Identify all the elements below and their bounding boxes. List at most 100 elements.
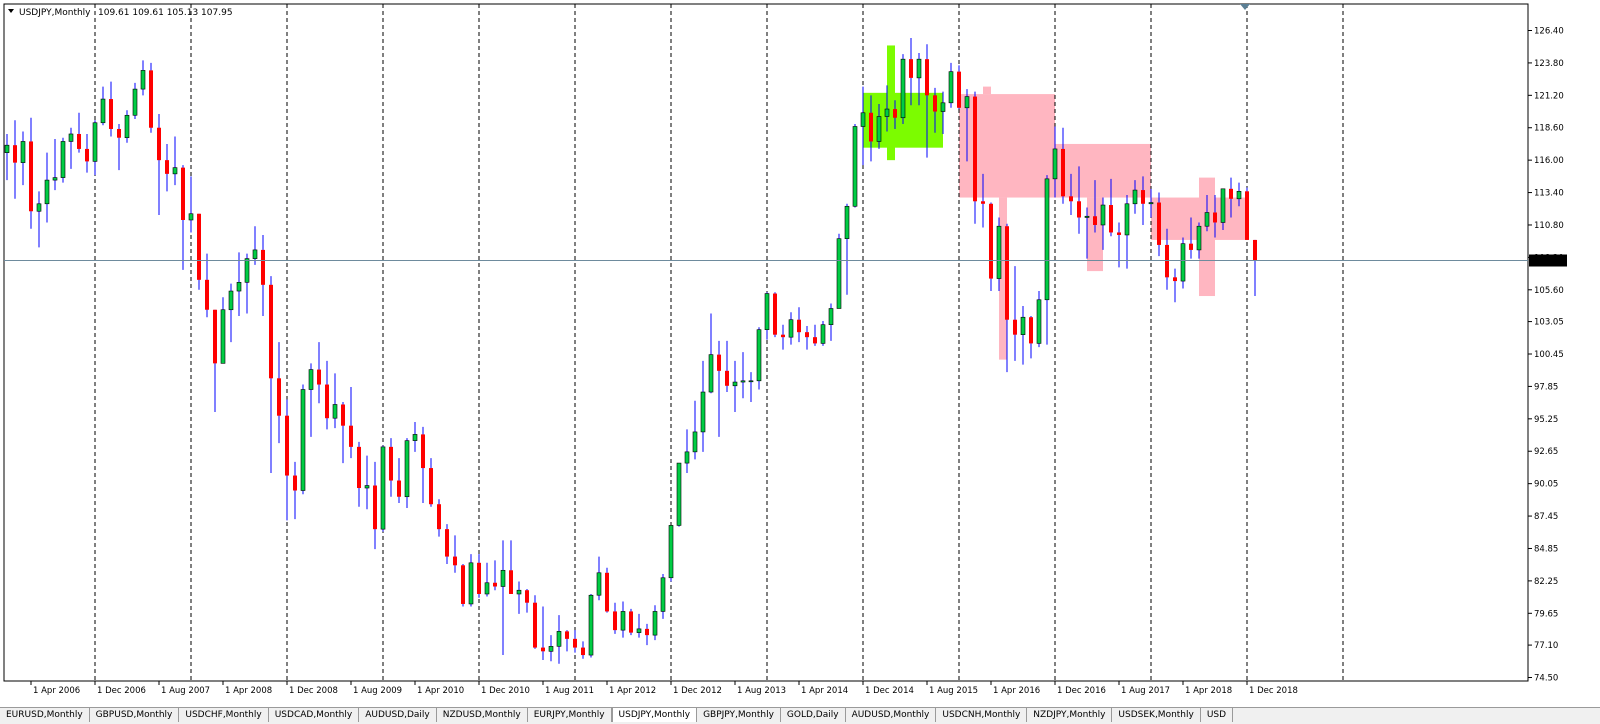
bear-zone bbox=[1087, 197, 1103, 272]
tab-usdchf-monthly[interactable]: USDCHF,Monthly bbox=[179, 708, 269, 722]
bull-candle bbox=[884, 108, 890, 117]
bull-candle bbox=[68, 133, 74, 142]
bull-candle bbox=[548, 646, 554, 652]
bear-candle bbox=[77, 133, 81, 149]
y-tick-label: 110.80 bbox=[1534, 221, 1564, 231]
bear-candle bbox=[605, 572, 609, 612]
bear-candle bbox=[933, 95, 937, 112]
tab-nzdjpy-monthly[interactable]: NZDJPY,Monthly bbox=[1027, 708, 1113, 722]
bull-candle bbox=[1036, 299, 1042, 344]
symbol-label: USDJPY,Monthly bbox=[19, 8, 91, 18]
bear-candle bbox=[165, 160, 169, 174]
bull-candle bbox=[948, 71, 954, 104]
bull-candle bbox=[1236, 191, 1242, 200]
bear-candle bbox=[429, 468, 433, 505]
x-tick-label: 1 Apr 2014 bbox=[801, 686, 848, 696]
bull-candle bbox=[652, 611, 658, 636]
candlestick-chart[interactable]: 107.95 126.40 123.80 121.20 118.60 116.00 113.… bbox=[0, 0, 1600, 707]
tab-gold-daily[interactable]: GOLD,Daily bbox=[780, 708, 846, 722]
bear-candle bbox=[725, 370, 729, 386]
y-tick-label: 118.60 bbox=[1534, 124, 1564, 134]
bear-candle bbox=[1173, 277, 1177, 282]
tab-usd[interactable]: USD bbox=[1200, 708, 1234, 722]
bull-candle bbox=[1044, 178, 1050, 301]
bull-candle bbox=[588, 594, 594, 656]
x-tick-label: 1 Aug 2015 bbox=[929, 686, 978, 696]
tab-gbpusd-monthly[interactable]: GBPUSD,Monthly bbox=[89, 708, 180, 722]
bull-candle bbox=[500, 569, 506, 587]
bear-candle bbox=[109, 99, 113, 129]
bull-candle bbox=[852, 126, 858, 207]
y-tick-label: 95.25 bbox=[1534, 415, 1558, 425]
bear-candle bbox=[1165, 244, 1169, 278]
x-tick-label: 1 Aug 2013 bbox=[737, 686, 786, 696]
bear-candle bbox=[1253, 239, 1257, 261]
x-tick-label: 1 Aug 2009 bbox=[353, 686, 402, 696]
bull-candle bbox=[1204, 212, 1210, 227]
y-tick-label: 105.60 bbox=[1534, 286, 1564, 296]
bull-candle bbox=[44, 179, 50, 205]
tab-audusd-monthly[interactable]: AUDUSD,Monthly bbox=[845, 708, 937, 722]
bear-candle bbox=[869, 112, 873, 142]
bear-candle bbox=[1117, 232, 1121, 235]
bull-candle bbox=[596, 572, 602, 596]
bear-zone bbox=[999, 197, 1007, 360]
bull-candle bbox=[684, 451, 690, 464]
bear-candle bbox=[925, 59, 929, 96]
y-tick-label: 90.05 bbox=[1534, 480, 1558, 490]
chart-info: USDJPY,Monthly 109.61 109.61 105.13 107.… bbox=[8, 8, 233, 18]
y-tick-label: 84.85 bbox=[1534, 544, 1558, 554]
chart-tabs: EURUSD,Monthly GBPUSD,Monthly USDCHF,Month… bbox=[0, 707, 1600, 724]
tab-nzdusd-monthly[interactable]: NZDUSD,Monthly bbox=[436, 708, 528, 722]
tab-eurjpy-monthly[interactable]: EURJPY,Monthly bbox=[527, 708, 612, 722]
x-tick-label: 1 Dec 2012 bbox=[673, 686, 722, 696]
bear-candle bbox=[477, 562, 481, 594]
bull-candle bbox=[964, 96, 970, 109]
tab-usdsek-monthly[interactable]: USDSEK,Monthly bbox=[1112, 708, 1201, 722]
tab-usdcnh-monthly[interactable]: USDCNH,Monthly bbox=[936, 708, 1028, 722]
tab-audusd-daily[interactable]: AUDUSD,Daily bbox=[359, 708, 437, 722]
bear-candle bbox=[293, 475, 297, 491]
y-tick-label: 121.20 bbox=[1534, 91, 1564, 101]
bear-candle bbox=[581, 647, 585, 656]
tab-gbpjpy-monthly[interactable]: GBPJPY,Monthly bbox=[697, 708, 781, 722]
tab-eurusd-monthly[interactable]: EURUSD,Monthly bbox=[0, 708, 90, 722]
bear-candle bbox=[1189, 243, 1193, 250]
bull-candle bbox=[1084, 215, 1090, 218]
bear-candle bbox=[781, 334, 785, 338]
tab-usdjpy-monthly[interactable]: USDJPY,Monthly bbox=[611, 708, 698, 722]
y-tick-label: 87.45 bbox=[1534, 512, 1558, 522]
tab-usdcad-monthly[interactable]: USDCAD,Monthly bbox=[268, 708, 360, 722]
bull-candle bbox=[828, 308, 834, 326]
y-tick-label: 108.20 bbox=[1534, 253, 1564, 263]
bear-zone bbox=[983, 86, 991, 95]
bear-zone bbox=[1055, 143, 1151, 198]
bear-candle bbox=[1005, 226, 1009, 320]
x-tick-label: 1 Aug 2017 bbox=[1121, 686, 1170, 696]
y-tick-label: 103.05 bbox=[1534, 318, 1564, 328]
bull-candle bbox=[844, 205, 850, 239]
x-tick-label: 1 Apr 2010 bbox=[417, 686, 464, 696]
x-tick-label: 1 Apr 2016 bbox=[993, 686, 1040, 696]
bear-candle bbox=[29, 141, 33, 212]
bear-candle bbox=[493, 582, 497, 587]
x-tick-label: 1 Apr 2006 bbox=[33, 686, 80, 696]
x-tick-label: 1 Dec 2016 bbox=[1057, 686, 1106, 696]
bear-candle bbox=[269, 284, 273, 379]
bear-candle bbox=[85, 148, 89, 162]
bear-candle bbox=[525, 590, 529, 603]
symbol-menu-icon[interactable] bbox=[8, 9, 14, 13]
bear-candle bbox=[813, 337, 817, 344]
bull-candle bbox=[836, 238, 842, 309]
bear-candle bbox=[613, 611, 617, 631]
x-tick-label: 1 Dec 2008 bbox=[289, 686, 338, 696]
bear-candle bbox=[437, 504, 441, 530]
bear-candle bbox=[797, 319, 801, 333]
bull-candle bbox=[404, 440, 410, 498]
x-tick-label: 1 Dec 2006 bbox=[97, 686, 146, 696]
bear-candle bbox=[533, 602, 537, 648]
bull-candle bbox=[916, 58, 922, 79]
bull-candle bbox=[100, 98, 106, 124]
ohlc-readout: 109.61 109.61 105.13 107.95 bbox=[98, 8, 233, 18]
